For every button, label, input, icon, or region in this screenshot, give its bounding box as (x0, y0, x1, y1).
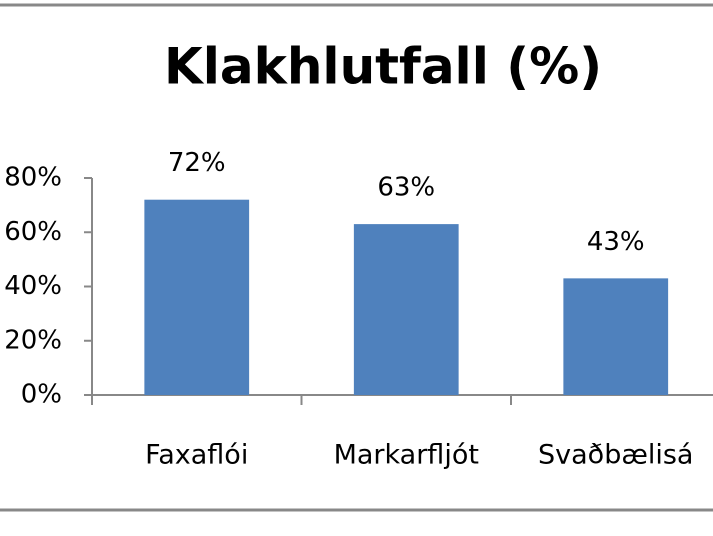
chart-title: Klakhlutfall (%) (164, 38, 602, 96)
value-label: 43% (587, 227, 645, 257)
bar (353, 224, 459, 395)
bar (144, 199, 250, 395)
x-tick-label: Markarfljót (334, 440, 479, 471)
y-tick-label: 40% (4, 271, 62, 301)
x-tick-label: Svaðbælisá (538, 440, 693, 471)
y-tick-label: 20% (4, 325, 62, 355)
value-label: 63% (377, 173, 435, 203)
bar (563, 278, 669, 395)
value-label: 72% (168, 148, 226, 178)
y-tick-label: 0% (21, 380, 62, 410)
x-tick-label: Faxaflói (145, 440, 248, 471)
y-tick-label: 80% (4, 163, 62, 193)
y-tick-label: 60% (4, 217, 62, 247)
